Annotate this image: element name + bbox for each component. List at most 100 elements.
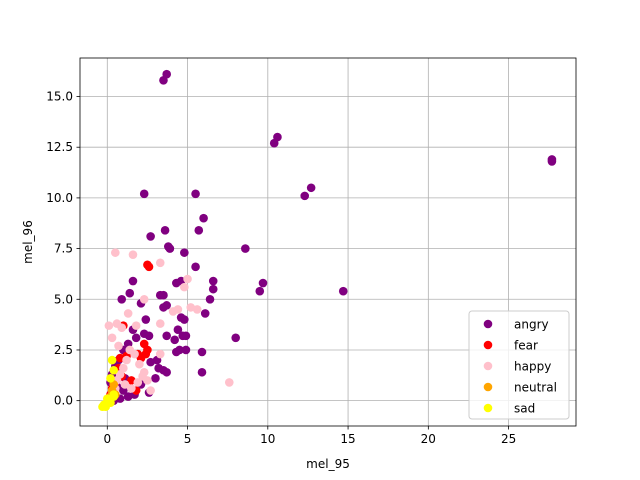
happy-point [183,274,192,284]
angry-point [338,286,348,296]
legend-box [468,310,570,420]
angry-point [180,248,189,257]
x-axis-label: mel_95 [306,457,350,471]
y-tick-label: 5.0 [54,292,73,306]
angry-point [128,276,138,286]
angry-point [181,331,191,341]
x-tick-label: 5 [184,432,192,446]
angry-point [162,331,171,341]
angry-point [146,232,155,241]
happy-point [173,305,183,314]
legend-marker-happy [483,361,493,371]
x-tick-label: 20 [421,432,436,446]
angry-point [197,367,207,377]
angry-point [208,284,218,294]
y-tick-label: 2.5 [54,343,73,357]
angry-point [155,290,165,300]
angry-point [258,278,268,288]
series-sad [98,355,119,412]
happy-point [155,319,165,328]
angry-point [181,345,191,355]
happy-point [114,341,123,351]
angry-point [175,345,184,355]
angry-point [197,347,207,357]
y-tick-label: 10.0 [46,191,73,205]
happy-point [123,309,133,318]
angry-point [306,183,316,193]
happy-point [122,355,131,365]
angry-point [172,278,181,288]
angry-point [191,189,200,199]
angry-point [160,226,170,235]
angry-point [117,294,127,304]
happy-point [146,386,155,395]
happy-point [155,349,165,359]
x-tick-label: 0 [103,432,111,446]
sad-point [106,398,115,407]
x-tick-label: 10 [260,432,275,446]
y-tick-label: 12.5 [46,140,73,154]
happy-point [138,372,147,381]
sad-point [107,355,117,365]
angry-point [139,189,149,199]
legend-label-fear: fear [514,339,538,353]
happy-point [125,345,135,355]
happy-point [192,305,202,314]
angry-point [180,315,189,324]
angry-point [231,333,241,343]
x-axis-ticks: 0 5 10 15 20 25 [103,426,516,446]
angry-point [199,213,208,223]
sad-point [106,374,115,383]
happy-point [104,321,114,330]
angry-point [151,374,160,383]
fear-point [144,262,154,272]
legend-marker-angry [483,319,493,329]
happy-point [180,282,189,292]
happy-point [117,323,127,332]
happy-point [128,250,138,259]
angry-point [154,363,163,373]
happy-point [111,248,120,257]
happy-point [127,384,136,393]
happy-point [131,321,141,330]
legend-marker-fear [483,340,493,350]
angry-point [300,191,310,201]
angry-point [191,262,200,272]
legend-marker-sad [483,403,493,413]
angry-point [547,155,557,164]
x-tick-label: 25 [501,432,516,446]
angry-point [208,276,218,286]
angry-point [170,335,180,345]
angry-point [162,301,171,310]
angry-point [165,244,175,253]
legend: angry fear happy neutral sad [468,310,570,420]
legend-label-angry: angry [514,318,549,332]
x-tick-label: 15 [340,432,355,446]
y-axis-ticks: 0.0 2.5 5.0 7.5 10.0 12.5 15.0 [46,90,80,408]
happy-point [224,378,234,387]
angry-point [125,288,135,298]
legend-label-sad: sad [514,402,535,416]
happy-point [120,380,130,389]
plot-frame [79,57,577,427]
legend-label-neutral: neutral [514,381,557,395]
angry-point [241,244,250,253]
angry-point [173,325,183,334]
angry-point [255,286,265,296]
angry-point [205,294,215,304]
angry-point [139,329,149,339]
happy-point [133,378,143,387]
angry-point [162,69,171,79]
angry-point [131,333,141,343]
y-tick-label: 7.5 [54,242,73,256]
y-axis-label: mel_96 [21,220,35,264]
happy-point [155,258,165,268]
legend-label-happy: happy [514,360,551,374]
happy-point [139,294,149,304]
angry-point [146,357,155,367]
happy-point [135,359,144,369]
angry-point [194,226,204,235]
data-points [98,69,557,412]
sad-point [109,365,119,375]
